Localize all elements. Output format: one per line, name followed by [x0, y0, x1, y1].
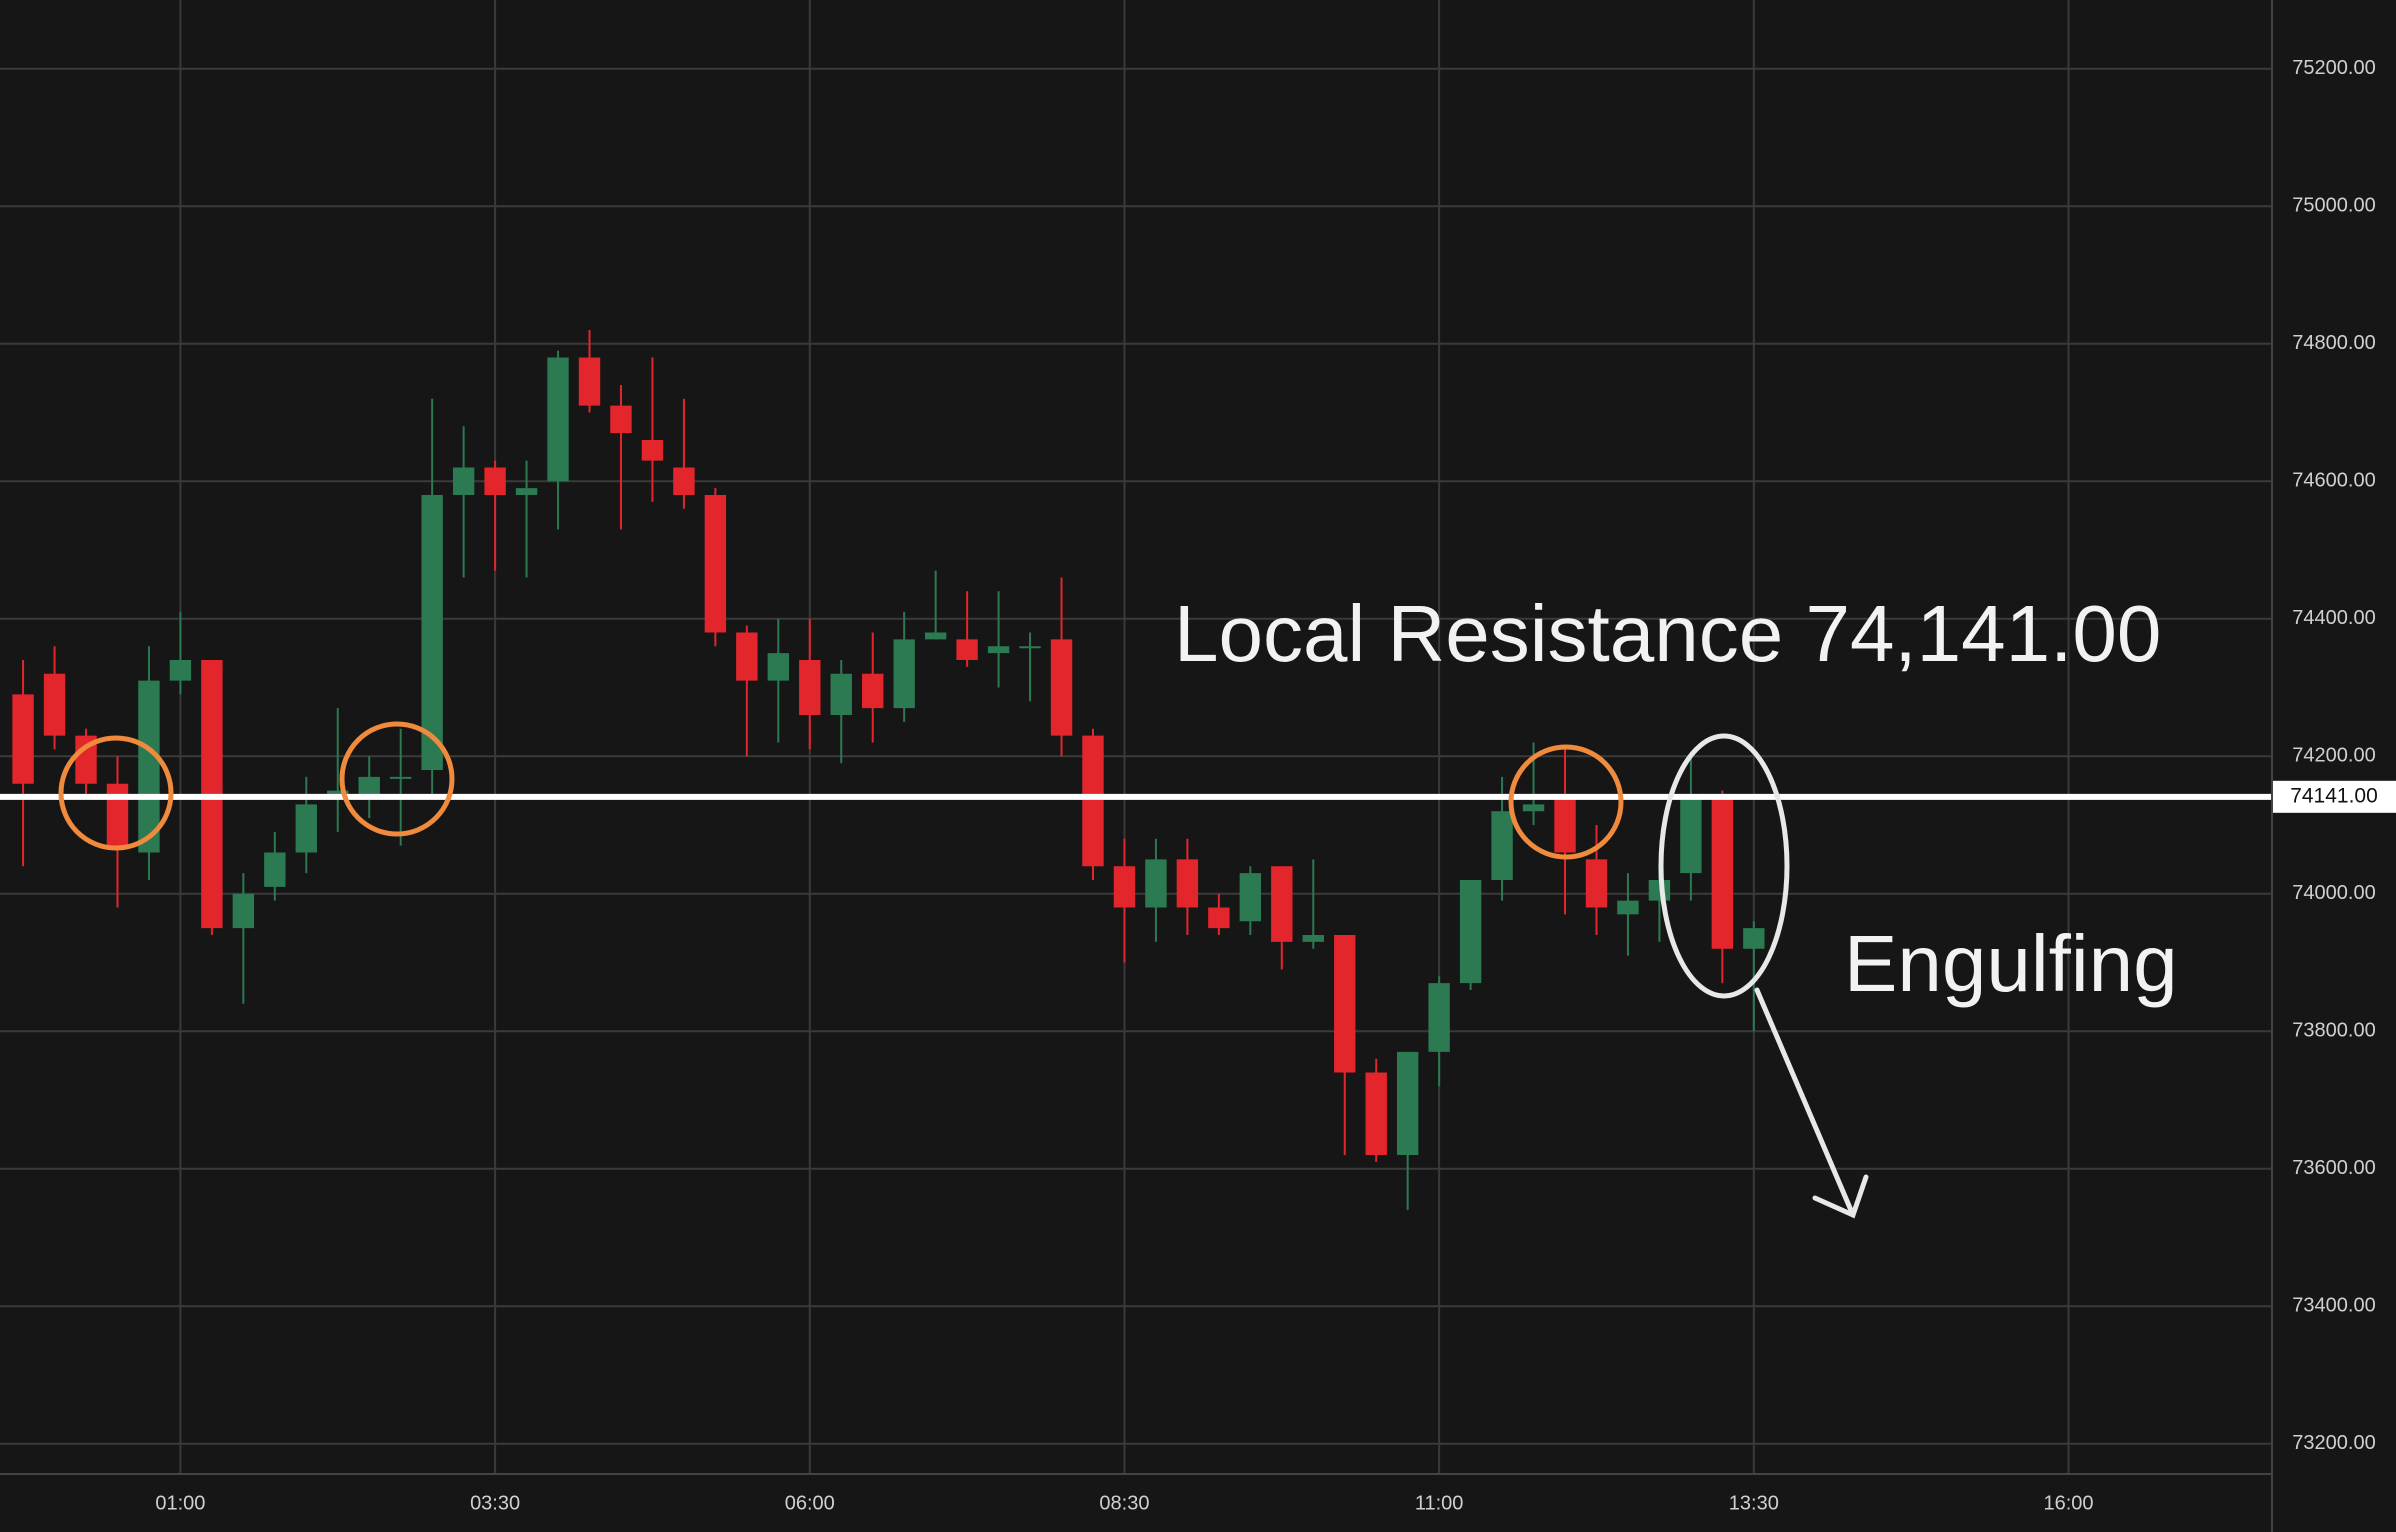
candle-body	[1617, 900, 1639, 915]
candle-body	[1145, 859, 1167, 908]
candle-body	[578, 357, 601, 406]
highlight-circle	[339, 721, 455, 837]
candle-body	[1208, 907, 1230, 929]
candle-body	[1176, 859, 1199, 908]
candle-body	[1522, 804, 1545, 812]
price-label-box	[2272, 780, 2396, 813]
candle-body	[43, 673, 66, 736]
candle-body	[106, 783, 129, 846]
highlight-circle	[1508, 744, 1624, 860]
y-tick-label: 74800.00	[2292, 332, 2375, 354]
y-tick-label: 75000.00	[2292, 195, 2375, 217]
candle-body	[1334, 935, 1356, 1073]
engulfing-annotation: Engulfing	[1844, 919, 2178, 1008]
candle-body	[389, 776, 412, 779]
candle-body	[452, 467, 475, 495]
y-tick-label: 74600.00	[2292, 470, 2375, 492]
candle-body	[1302, 935, 1324, 942]
highlight-circles	[58, 721, 1624, 860]
x-tick-label: 03:30	[470, 1492, 520, 1514]
y-tick-label: 74000.00	[2292, 882, 2375, 904]
x-tick-label: 01:00	[155, 1492, 205, 1514]
candle-body	[1113, 866, 1136, 908]
candle-body	[673, 467, 695, 495]
x-tick-label: 16:00	[2043, 1492, 2093, 1514]
candle-body	[358, 776, 380, 798]
candle-body	[232, 893, 255, 929]
candle-body	[264, 852, 286, 887]
candle-body	[12, 694, 34, 784]
y-tick-label: 74200.00	[2292, 745, 2375, 767]
candle-body	[1082, 735, 1104, 867]
candle-body	[1680, 797, 1702, 874]
candle-body	[1711, 797, 1734, 949]
candle-body	[1491, 811, 1513, 880]
candle-body	[169, 660, 192, 681]
candle-body	[1271, 866, 1293, 942]
candle-body	[1428, 983, 1450, 1052]
candle-body	[799, 660, 821, 715]
x-tick-label: 11:00	[1415, 1492, 1464, 1514]
x-tick-label: 08:30	[1099, 1492, 1149, 1514]
candle-body	[893, 639, 915, 709]
highlight-circle	[58, 735, 174, 851]
candle-body	[1585, 859, 1608, 908]
y-tick-label: 73600.00	[2292, 1157, 2375, 1179]
candle-body	[138, 680, 160, 853]
candle-body	[1743, 928, 1765, 949]
candle-body	[547, 357, 569, 482]
candle-body	[1019, 646, 1041, 649]
candle-body	[924, 632, 947, 640]
overlay: 74141.00	[0, 780, 2396, 813]
candle-body	[515, 488, 538, 495]
candle-body	[1365, 1072, 1387, 1155]
candle-body	[956, 639, 978, 660]
y-tick-label: 73200.00	[2292, 1432, 2375, 1454]
candle-body	[1239, 873, 1262, 922]
candle-body	[1459, 880, 1482, 984]
candle-body	[484, 467, 506, 495]
candle-body	[1554, 797, 1576, 853]
candle-body	[704, 495, 727, 633]
candle-body	[641, 440, 664, 461]
arrow-shaft	[1754, 987, 1856, 1218]
candle-body	[736, 632, 758, 681]
y-tick-label: 74400.00	[2292, 607, 2375, 629]
candle-body	[987, 646, 1010, 654]
y-tick-label: 73800.00	[2292, 1020, 2375, 1042]
resistance-annotation: Local Resistance 74,141.00	[1174, 589, 2161, 678]
candle-body	[295, 804, 317, 853]
x-tick-label: 06:00	[785, 1492, 835, 1514]
candle-body	[1396, 1051, 1419, 1155]
x-tick-label: 13:30	[1729, 1492, 1779, 1514]
y-tick-label: 73400.00	[2292, 1295, 2375, 1317]
candle-body	[830, 673, 852, 715]
candle-body	[421, 495, 443, 770]
price-label: 74141.00	[2290, 784, 2378, 807]
arrow-head	[1812, 1174, 1869, 1219]
candle-body	[767, 653, 790, 681]
candle-body	[862, 673, 884, 709]
candle-body	[1050, 639, 1073, 736]
arrow	[1754, 987, 1869, 1219]
y-tick-label: 75200.00	[2292, 57, 2375, 79]
engulfing-ellipse	[1658, 733, 1790, 999]
candle-body	[610, 405, 632, 434]
